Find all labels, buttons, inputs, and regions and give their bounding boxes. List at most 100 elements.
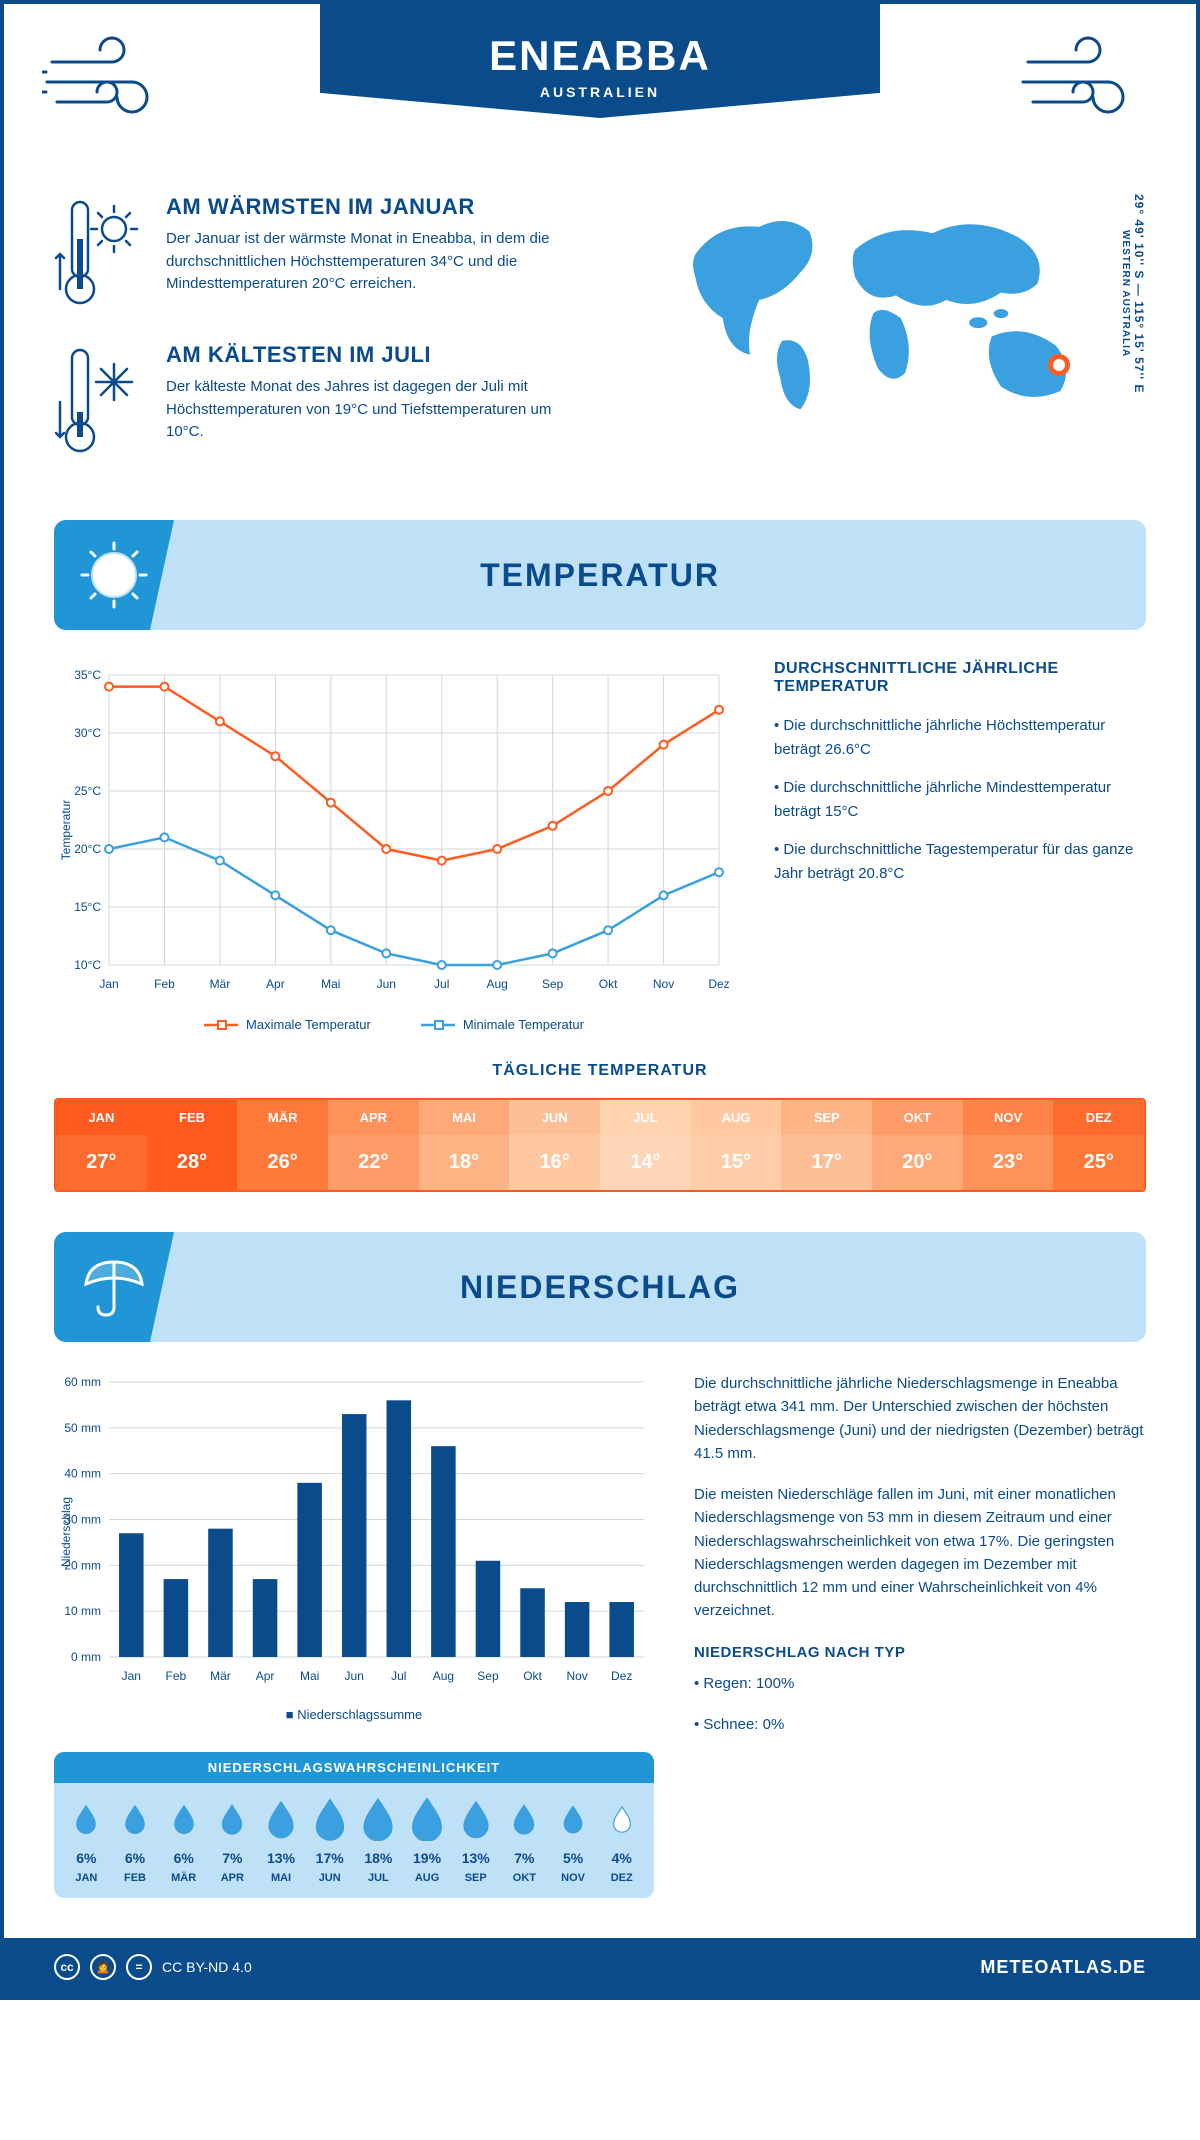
coldest-text: Der kälteste Monat des Jahres ist dagege… — [166, 376, 566, 444]
svg-text:Jun: Jun — [377, 977, 396, 991]
svg-text:Apr: Apr — [266, 977, 285, 991]
precip-legend: Niederschlagssumme — [54, 1707, 654, 1722]
svg-text:20°C: 20°C — [74, 842, 101, 856]
svg-text:Niederschlag: Niederschlag — [59, 1497, 73, 1567]
city-name: ENEABBA — [340, 32, 860, 80]
coldest-title: AM KÄLTESTEN IM JULI — [166, 342, 566, 368]
prob-title: NIEDERSCHLAGSWAHRSCHEINLICHKEIT — [54, 1752, 654, 1783]
svg-text:Jan: Jan — [99, 977, 118, 991]
daily-temp-title: TÄGLICHE TEMPERATUR — [54, 1062, 1146, 1080]
svg-text:Dez: Dez — [611, 1669, 632, 1683]
header: ENEABBA AUSTRALIEN — [4, 4, 1196, 184]
precipitation-banner: NIEDERSCHLAG — [54, 1232, 1146, 1342]
svg-text:50 mm: 50 mm — [64, 1421, 101, 1435]
temp-table-col: JAN 27° — [56, 1100, 147, 1190]
svg-text:Jul: Jul — [434, 977, 449, 991]
temp-table-col: DEZ 25° — [1053, 1100, 1144, 1190]
temp-table-col: SEP 17° — [781, 1100, 872, 1190]
svg-text:Mär: Mär — [210, 977, 231, 991]
svg-text:Feb: Feb — [154, 977, 175, 991]
temp-table-col: OKT 20° — [872, 1100, 963, 1190]
temperature-line-chart: 10°C15°C20°C25°C30°C35°CJanFebMärAprMaiJ… — [54, 660, 734, 1000]
temp-table-col: MÄR 26° — [237, 1100, 328, 1190]
precip-text: Die meisten Niederschläge fallen im Juni… — [694, 1483, 1146, 1623]
svg-text:10°C: 10°C — [74, 958, 101, 972]
svg-text:Apr: Apr — [256, 1669, 275, 1683]
precipitation-bar-chart: 0 mm10 mm20 mm30 mm40 mm50 mm60 mmJanFeb… — [54, 1372, 654, 1692]
svg-text:Feb: Feb — [166, 1669, 187, 1683]
svg-text:15°C: 15°C — [74, 900, 101, 914]
wind-icon — [42, 32, 182, 137]
site-name: METEOATLAS.DE — [980, 1957, 1146, 1978]
daily-temp-table: JAN 27°FEB 28°MÄR 26°APR 22°MAI 18°JUN 1… — [54, 1098, 1146, 1192]
svg-text:Nov: Nov — [566, 1669, 587, 1683]
svg-text:Mai: Mai — [300, 1669, 319, 1683]
legend-min: Minimale Temperatur — [421, 1017, 584, 1032]
section-title: TEMPERATUR — [480, 557, 720, 594]
svg-text:10 mm: 10 mm — [64, 1604, 101, 1618]
temp-table-col: MAI 18° — [419, 1100, 510, 1190]
precip-type: • Schnee: 0% — [694, 1713, 1146, 1736]
temp-table-col: APR 22° — [328, 1100, 419, 1190]
coordinates: 29° 49' 10'' S — 115° 15' 57'' E WESTERN… — [1118, 194, 1146, 394]
country-name: AUSTRALIEN — [340, 84, 860, 100]
wind-icon — [1018, 32, 1158, 137]
svg-text:Jun: Jun — [345, 1669, 364, 1683]
precip-type-title: NIEDERSCHLAG NACH TYP — [694, 1641, 1146, 1664]
temp-stats-title: DURCHSCHNITTLICHE JÄHRLICHE TEMPERATUR — [774, 660, 1146, 696]
prob-cell: 13% MAI — [257, 1795, 306, 1884]
title-banner: ENEABBA AUSTRALIEN — [320, 4, 880, 118]
svg-text:40 mm: 40 mm — [64, 1467, 101, 1481]
temp-table-col: JUN 16° — [509, 1100, 600, 1190]
prob-cell: 5% NOV — [549, 1795, 598, 1884]
prob-cell: 4% DEZ — [597, 1795, 646, 1884]
prob-cell: 6% MÄR — [159, 1795, 208, 1884]
svg-text:Okt: Okt — [523, 1669, 542, 1683]
svg-text:Aug: Aug — [433, 1669, 454, 1683]
svg-text:Dez: Dez — [708, 977, 729, 991]
temp-table-col: JUL 14° — [600, 1100, 691, 1190]
svg-text:Mai: Mai — [321, 977, 340, 991]
temp-stat: • Die durchschnittliche jährliche Mindes… — [774, 776, 1146, 824]
precip-type: • Regen: 100% — [694, 1672, 1146, 1695]
prob-cell: 7% APR — [208, 1795, 257, 1884]
by-icon: 🙍 — [90, 1954, 116, 1980]
svg-text:Okt: Okt — [599, 977, 618, 991]
prob-cell: 18% JUL — [354, 1795, 403, 1884]
warmest-text: Der Januar ist der wärmste Monat in Enea… — [166, 228, 566, 296]
coldest-block: AM KÄLTESTEN IM JULI Der kälteste Monat … — [54, 342, 638, 462]
nd-icon: = — [126, 1954, 152, 1980]
svg-text:Mär: Mär — [210, 1669, 231, 1683]
prob-cell: 7% OKT — [500, 1795, 549, 1884]
svg-text:Jan: Jan — [122, 1669, 141, 1683]
svg-text:Sep: Sep — [477, 1669, 499, 1683]
section-title: NIEDERSCHLAG — [460, 1269, 740, 1306]
temp-table-col: FEB 28° — [147, 1100, 238, 1190]
svg-text:60 mm: 60 mm — [64, 1375, 101, 1389]
temp-stat: • Die durchschnittliche jährliche Höchst… — [774, 714, 1146, 762]
thermometer-cold-icon — [54, 342, 144, 462]
warmest-block: AM WÄRMSTEN IM JANUAR Der Januar ist der… — [54, 194, 638, 314]
temp-table-col: AUG 15° — [691, 1100, 782, 1190]
thermometer-hot-icon — [54, 194, 144, 314]
prob-cell: 6% FEB — [111, 1795, 160, 1884]
legend-max: Maximale Temperatur — [204, 1017, 371, 1032]
temperature-banner: TEMPERATUR — [54, 520, 1146, 630]
precip-text: Die durchschnittliche jährliche Niedersc… — [694, 1372, 1146, 1465]
svg-text:35°C: 35°C — [74, 668, 101, 682]
temp-stat: • Die durchschnittliche Tagestemperatur … — [774, 838, 1146, 886]
cc-icon: cc — [54, 1954, 80, 1980]
precip-probability-box: NIEDERSCHLAGSWAHRSCHEINLICHKEIT 6% JAN 6… — [54, 1752, 654, 1898]
svg-text:Sep: Sep — [542, 977, 564, 991]
footer: cc 🙍 = CC BY-ND 4.0 METEOATLAS.DE — [4, 1938, 1196, 1996]
prob-cell: 19% AUG — [403, 1795, 452, 1884]
warmest-title: AM WÄRMSTEN IM JANUAR — [166, 194, 566, 220]
umbrella-icon — [79, 1252, 149, 1322]
license-text: CC BY-ND 4.0 — [162, 1959, 252, 1975]
svg-text:30°C: 30°C — [74, 726, 101, 740]
svg-text:Nov: Nov — [653, 977, 674, 991]
svg-text:Temperatur: Temperatur — [59, 800, 73, 861]
temp-table-col: NOV 23° — [963, 1100, 1054, 1190]
sun-icon — [79, 540, 149, 610]
prob-cell: 13% SEP — [451, 1795, 500, 1884]
